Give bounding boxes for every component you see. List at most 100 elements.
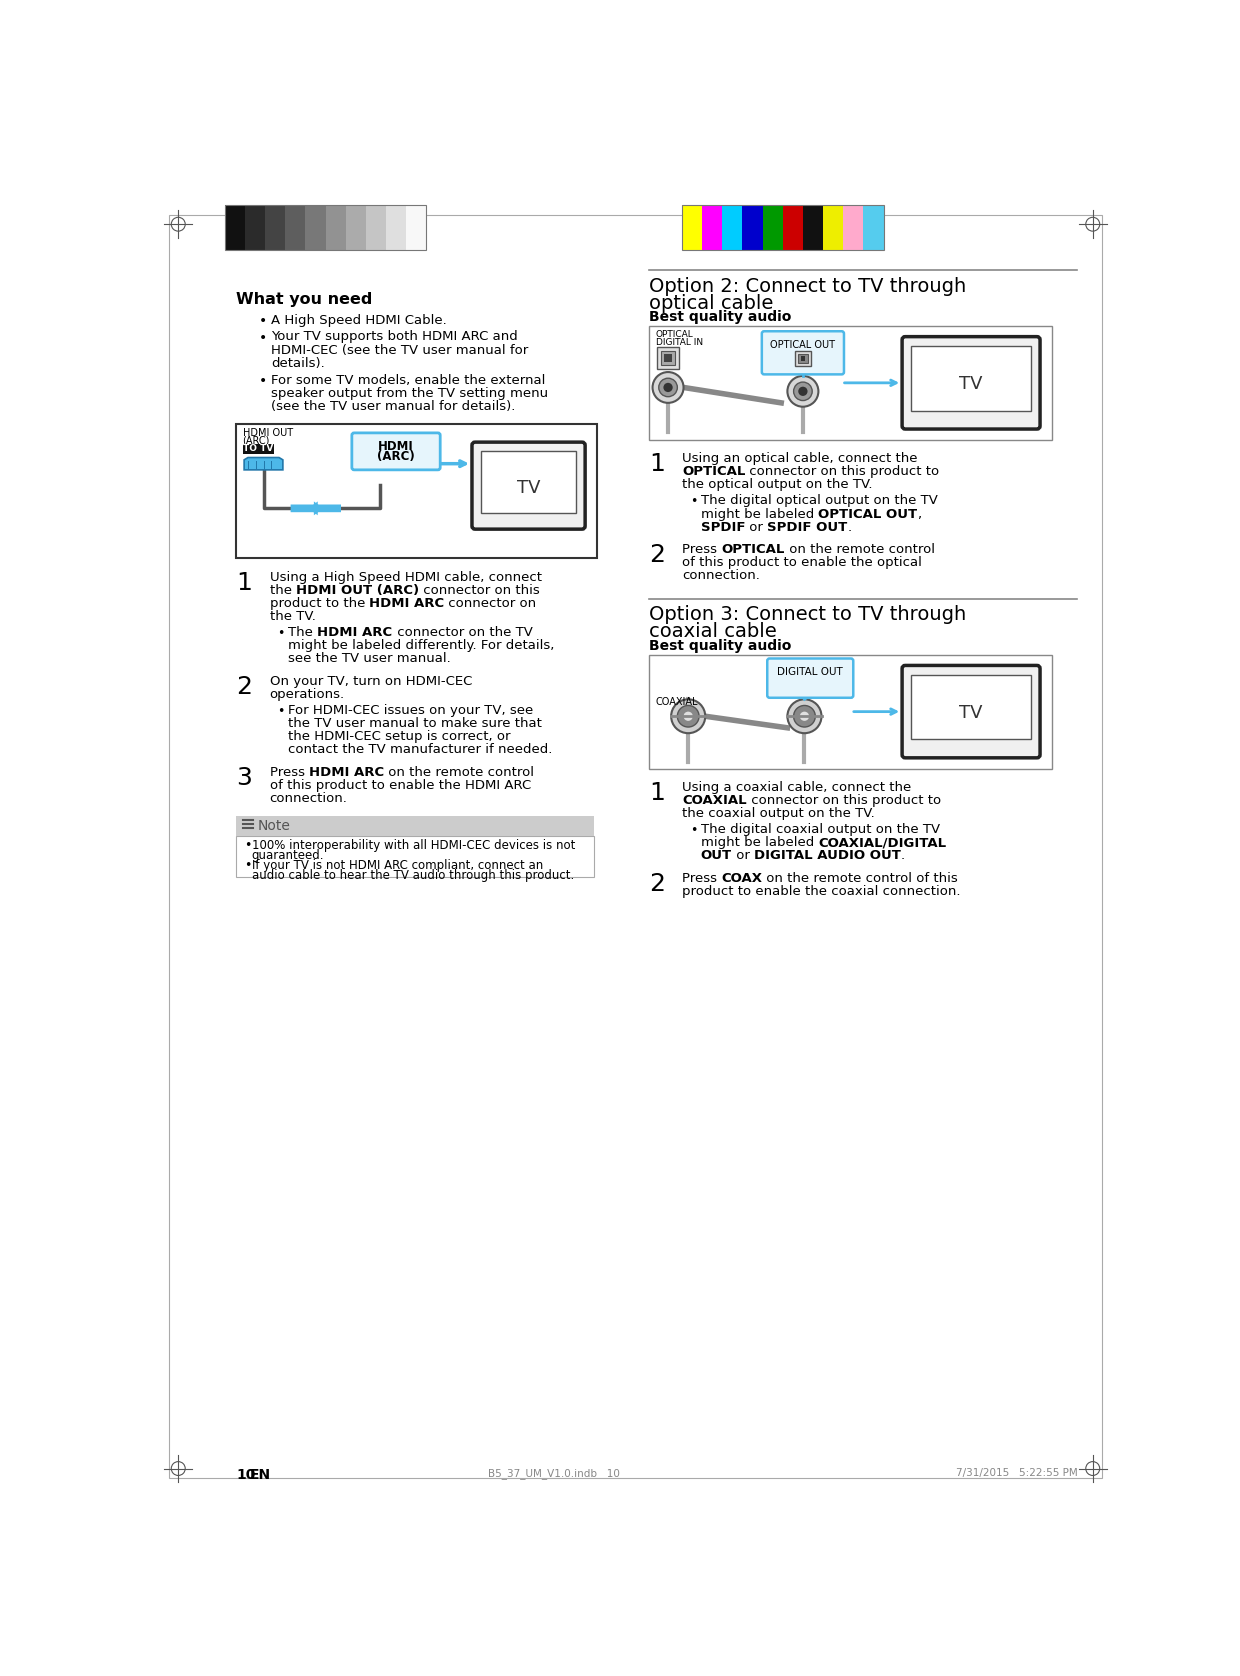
Bar bbox=[702, 204, 722, 250]
Text: Press: Press bbox=[682, 872, 722, 885]
Text: Press: Press bbox=[682, 543, 722, 556]
Circle shape bbox=[652, 372, 683, 402]
Bar bbox=[657, 347, 680, 369]
Text: OPTICAL: OPTICAL bbox=[656, 330, 693, 340]
Text: or: or bbox=[732, 850, 754, 863]
Bar bbox=[722, 204, 743, 250]
Text: TV: TV bbox=[960, 704, 983, 722]
Text: connector on the TV: connector on the TV bbox=[393, 627, 532, 639]
Text: B5_37_UM_V1.0.indb   10: B5_37_UM_V1.0.indb 10 bbox=[489, 1468, 620, 1478]
Text: speaker output from the TV setting menu: speaker output from the TV setting menu bbox=[272, 387, 548, 399]
Text: operations.: operations. bbox=[270, 687, 345, 701]
Text: The digital coaxial output on the TV: The digital coaxial output on the TV bbox=[701, 823, 940, 836]
Bar bbox=[795, 350, 811, 365]
Bar bbox=[305, 204, 325, 250]
Text: the TV.: the TV. bbox=[270, 610, 315, 623]
Text: 3: 3 bbox=[237, 766, 252, 789]
Text: HDMI ARC: HDMI ARC bbox=[370, 597, 444, 610]
Text: connection.: connection. bbox=[682, 570, 760, 582]
Text: connector on this product to: connector on this product to bbox=[745, 466, 940, 478]
Text: contact the TV manufacturer if needed.: contact the TV manufacturer if needed. bbox=[288, 742, 553, 756]
Text: TV: TV bbox=[517, 479, 541, 498]
Text: the optical output on the TV.: the optical output on the TV. bbox=[682, 478, 873, 491]
Text: audio cable to hear the TV audio through this product.: audio cable to hear the TV audio through… bbox=[252, 868, 574, 882]
Text: OPTICAL OUT: OPTICAL OUT bbox=[818, 508, 918, 521]
Text: HDMI OUT: HDMI OUT bbox=[243, 429, 293, 437]
Circle shape bbox=[794, 382, 812, 401]
Text: 1: 1 bbox=[650, 453, 666, 476]
Text: product to the: product to the bbox=[270, 597, 370, 610]
Circle shape bbox=[787, 699, 821, 732]
Text: Press: Press bbox=[270, 766, 309, 779]
Text: •: • bbox=[689, 825, 697, 836]
Bar bbox=[224, 204, 427, 250]
Bar bbox=[682, 204, 883, 250]
Bar bbox=[243, 444, 274, 454]
Circle shape bbox=[800, 712, 808, 721]
Text: (see the TV user manual for details).: (see the TV user manual for details). bbox=[272, 401, 516, 412]
Text: connector on this product to: connector on this product to bbox=[746, 794, 941, 808]
Circle shape bbox=[799, 387, 807, 396]
Polygon shape bbox=[376, 458, 414, 469]
Bar bbox=[823, 204, 843, 250]
Bar bbox=[799, 354, 807, 362]
Text: Using a coaxial cable, connect the: Using a coaxial cable, connect the bbox=[682, 781, 911, 794]
Bar bbox=[237, 816, 594, 836]
FancyArrow shape bbox=[290, 501, 324, 515]
Text: ,: , bbox=[918, 508, 921, 521]
Text: TO TV: TO TV bbox=[243, 444, 274, 454]
Text: The: The bbox=[288, 627, 317, 639]
Text: OPTICAL OUT: OPTICAL OUT bbox=[770, 340, 836, 350]
Bar bbox=[804, 204, 823, 250]
Bar bbox=[650, 325, 1053, 439]
Text: 2: 2 bbox=[237, 675, 253, 699]
Text: on the remote control: on the remote control bbox=[384, 766, 534, 779]
Text: COAXIAL: COAXIAL bbox=[656, 697, 698, 707]
Text: product to enable the coaxial connection.: product to enable the coaxial connection… bbox=[682, 885, 961, 898]
Bar bbox=[246, 204, 265, 250]
Bar bbox=[224, 204, 246, 250]
Text: 100% interoperability with all HDMI-CEC devices is not: 100% interoperability with all HDMI-CEC … bbox=[252, 838, 575, 851]
Text: For some TV models, enable the external: For some TV models, enable the external bbox=[272, 374, 546, 387]
Bar bbox=[763, 204, 782, 250]
Text: •: • bbox=[278, 627, 285, 640]
Text: A High Speed HDMI Cable.: A High Speed HDMI Cable. bbox=[272, 313, 446, 327]
Circle shape bbox=[671, 699, 706, 732]
Text: On your TV, turn on HDMI-CEC: On your TV, turn on HDMI-CEC bbox=[270, 675, 472, 687]
FancyBboxPatch shape bbox=[768, 659, 853, 697]
Text: Best quality audio: Best quality audio bbox=[650, 310, 792, 325]
Text: the HDMI-CEC setup is correct, or: the HDMI-CEC setup is correct, or bbox=[288, 731, 511, 742]
Bar bbox=[386, 204, 407, 250]
Text: coaxial cable: coaxial cable bbox=[650, 622, 777, 642]
Text: •: • bbox=[244, 858, 252, 872]
Text: •: • bbox=[278, 704, 285, 717]
Text: What you need: What you need bbox=[237, 292, 373, 307]
Text: The digital optical output on the TV: The digital optical output on the TV bbox=[701, 494, 937, 508]
Text: •: • bbox=[259, 315, 267, 328]
Polygon shape bbox=[244, 458, 283, 469]
Text: 1: 1 bbox=[650, 781, 666, 804]
Text: connector on: connector on bbox=[444, 597, 537, 610]
Text: DIGITAL AUDIO OUT: DIGITAL AUDIO OUT bbox=[754, 850, 900, 863]
Text: (ARC): (ARC) bbox=[243, 436, 270, 446]
Text: might be labeled differently. For details,: might be labeled differently. For detail… bbox=[288, 639, 554, 652]
Text: TV: TV bbox=[960, 375, 983, 394]
Text: •: • bbox=[689, 496, 697, 508]
Text: •: • bbox=[259, 374, 267, 389]
Bar bbox=[346, 204, 366, 250]
Bar bbox=[407, 204, 427, 250]
Text: .: . bbox=[900, 850, 905, 863]
Text: COAX: COAX bbox=[722, 872, 763, 885]
Text: Option 2: Connect to TV through: Option 2: Connect to TV through bbox=[650, 277, 967, 295]
Text: 2: 2 bbox=[650, 543, 666, 566]
Text: •: • bbox=[244, 838, 252, 851]
Bar bbox=[911, 675, 1030, 739]
Text: HDMI-CEC (see the TV user manual for: HDMI-CEC (see the TV user manual for bbox=[272, 344, 528, 357]
Text: DIGITAL IN: DIGITAL IN bbox=[656, 339, 703, 347]
Text: the: the bbox=[270, 583, 296, 597]
Bar bbox=[650, 655, 1053, 769]
Text: For HDMI-CEC issues on your TV, see: For HDMI-CEC issues on your TV, see bbox=[288, 704, 533, 717]
Text: guaranteed.: guaranteed. bbox=[252, 848, 325, 861]
Text: Using a High Speed HDMI cable, connect: Using a High Speed HDMI cable, connect bbox=[270, 572, 542, 583]
Text: 1: 1 bbox=[237, 572, 252, 595]
